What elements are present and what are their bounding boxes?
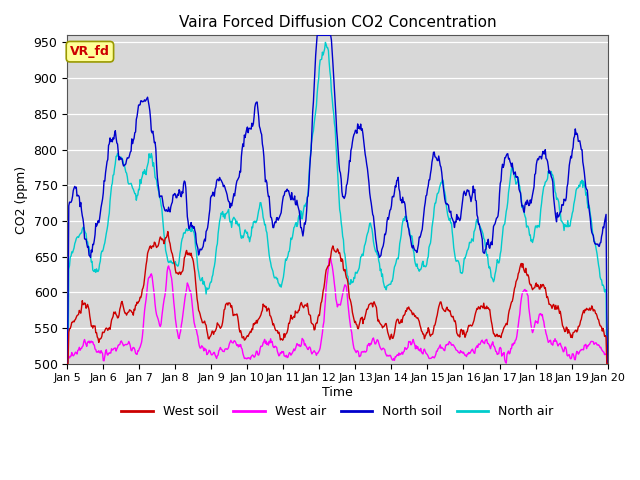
Text: VR_fd: VR_fd bbox=[70, 45, 110, 58]
X-axis label: Time: Time bbox=[322, 386, 353, 399]
Legend: West soil, West air, North soil, North air: West soil, West air, North soil, North a… bbox=[116, 400, 559, 423]
Title: Vaira Forced Diffusion CO2 Concentration: Vaira Forced Diffusion CO2 Concentration bbox=[179, 15, 496, 30]
Y-axis label: CO2 (ppm): CO2 (ppm) bbox=[15, 166, 28, 234]
